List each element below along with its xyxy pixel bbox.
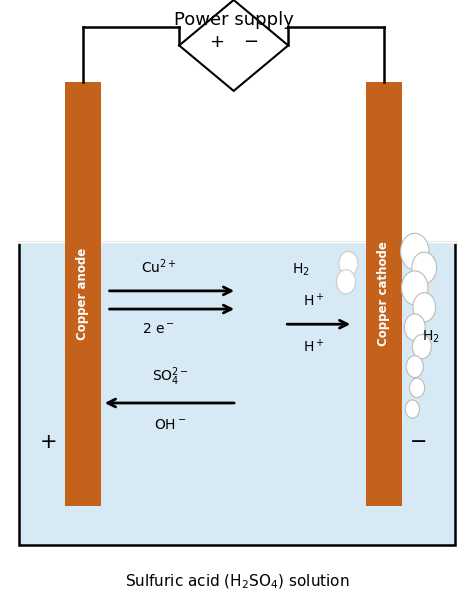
Circle shape [412, 335, 431, 359]
Text: OH$^-$: OH$^-$ [155, 418, 187, 432]
Text: 2 e$^-$: 2 e$^-$ [142, 322, 175, 336]
Circle shape [404, 314, 425, 341]
Bar [19, 242, 455, 545]
Circle shape [405, 400, 419, 418]
Text: H$^+$: H$^+$ [303, 338, 325, 355]
Circle shape [401, 233, 429, 270]
Text: Copper cathode: Copper cathode [377, 241, 391, 347]
Polygon shape [179, 0, 288, 91]
Circle shape [401, 271, 428, 305]
Circle shape [339, 251, 358, 276]
Text: SO$_4^{2-}$: SO$_4^{2-}$ [152, 365, 189, 388]
Text: Cu$^{2+}$: Cu$^{2+}$ [141, 257, 177, 276]
Text: H$^+$: H$^+$ [303, 291, 325, 309]
Circle shape [337, 270, 356, 294]
Bar [366, 82, 401, 506]
Circle shape [412, 252, 437, 284]
Text: −: − [410, 432, 427, 453]
Circle shape [406, 356, 423, 378]
Text: H$_2$: H$_2$ [422, 328, 440, 345]
Circle shape [410, 378, 425, 398]
Text: −: − [243, 33, 258, 52]
Circle shape [413, 293, 436, 322]
Bar [65, 82, 100, 506]
Text: Sulfuric acid (H$_2$SO$_4$) solution: Sulfuric acid (H$_2$SO$_4$) solution [125, 573, 349, 591]
Text: H$_2$: H$_2$ [292, 261, 310, 278]
Text: Power supply: Power supply [174, 11, 293, 29]
Text: Copper anode: Copper anode [76, 248, 90, 340]
Text: +: + [210, 33, 225, 52]
Text: +: + [40, 432, 57, 453]
